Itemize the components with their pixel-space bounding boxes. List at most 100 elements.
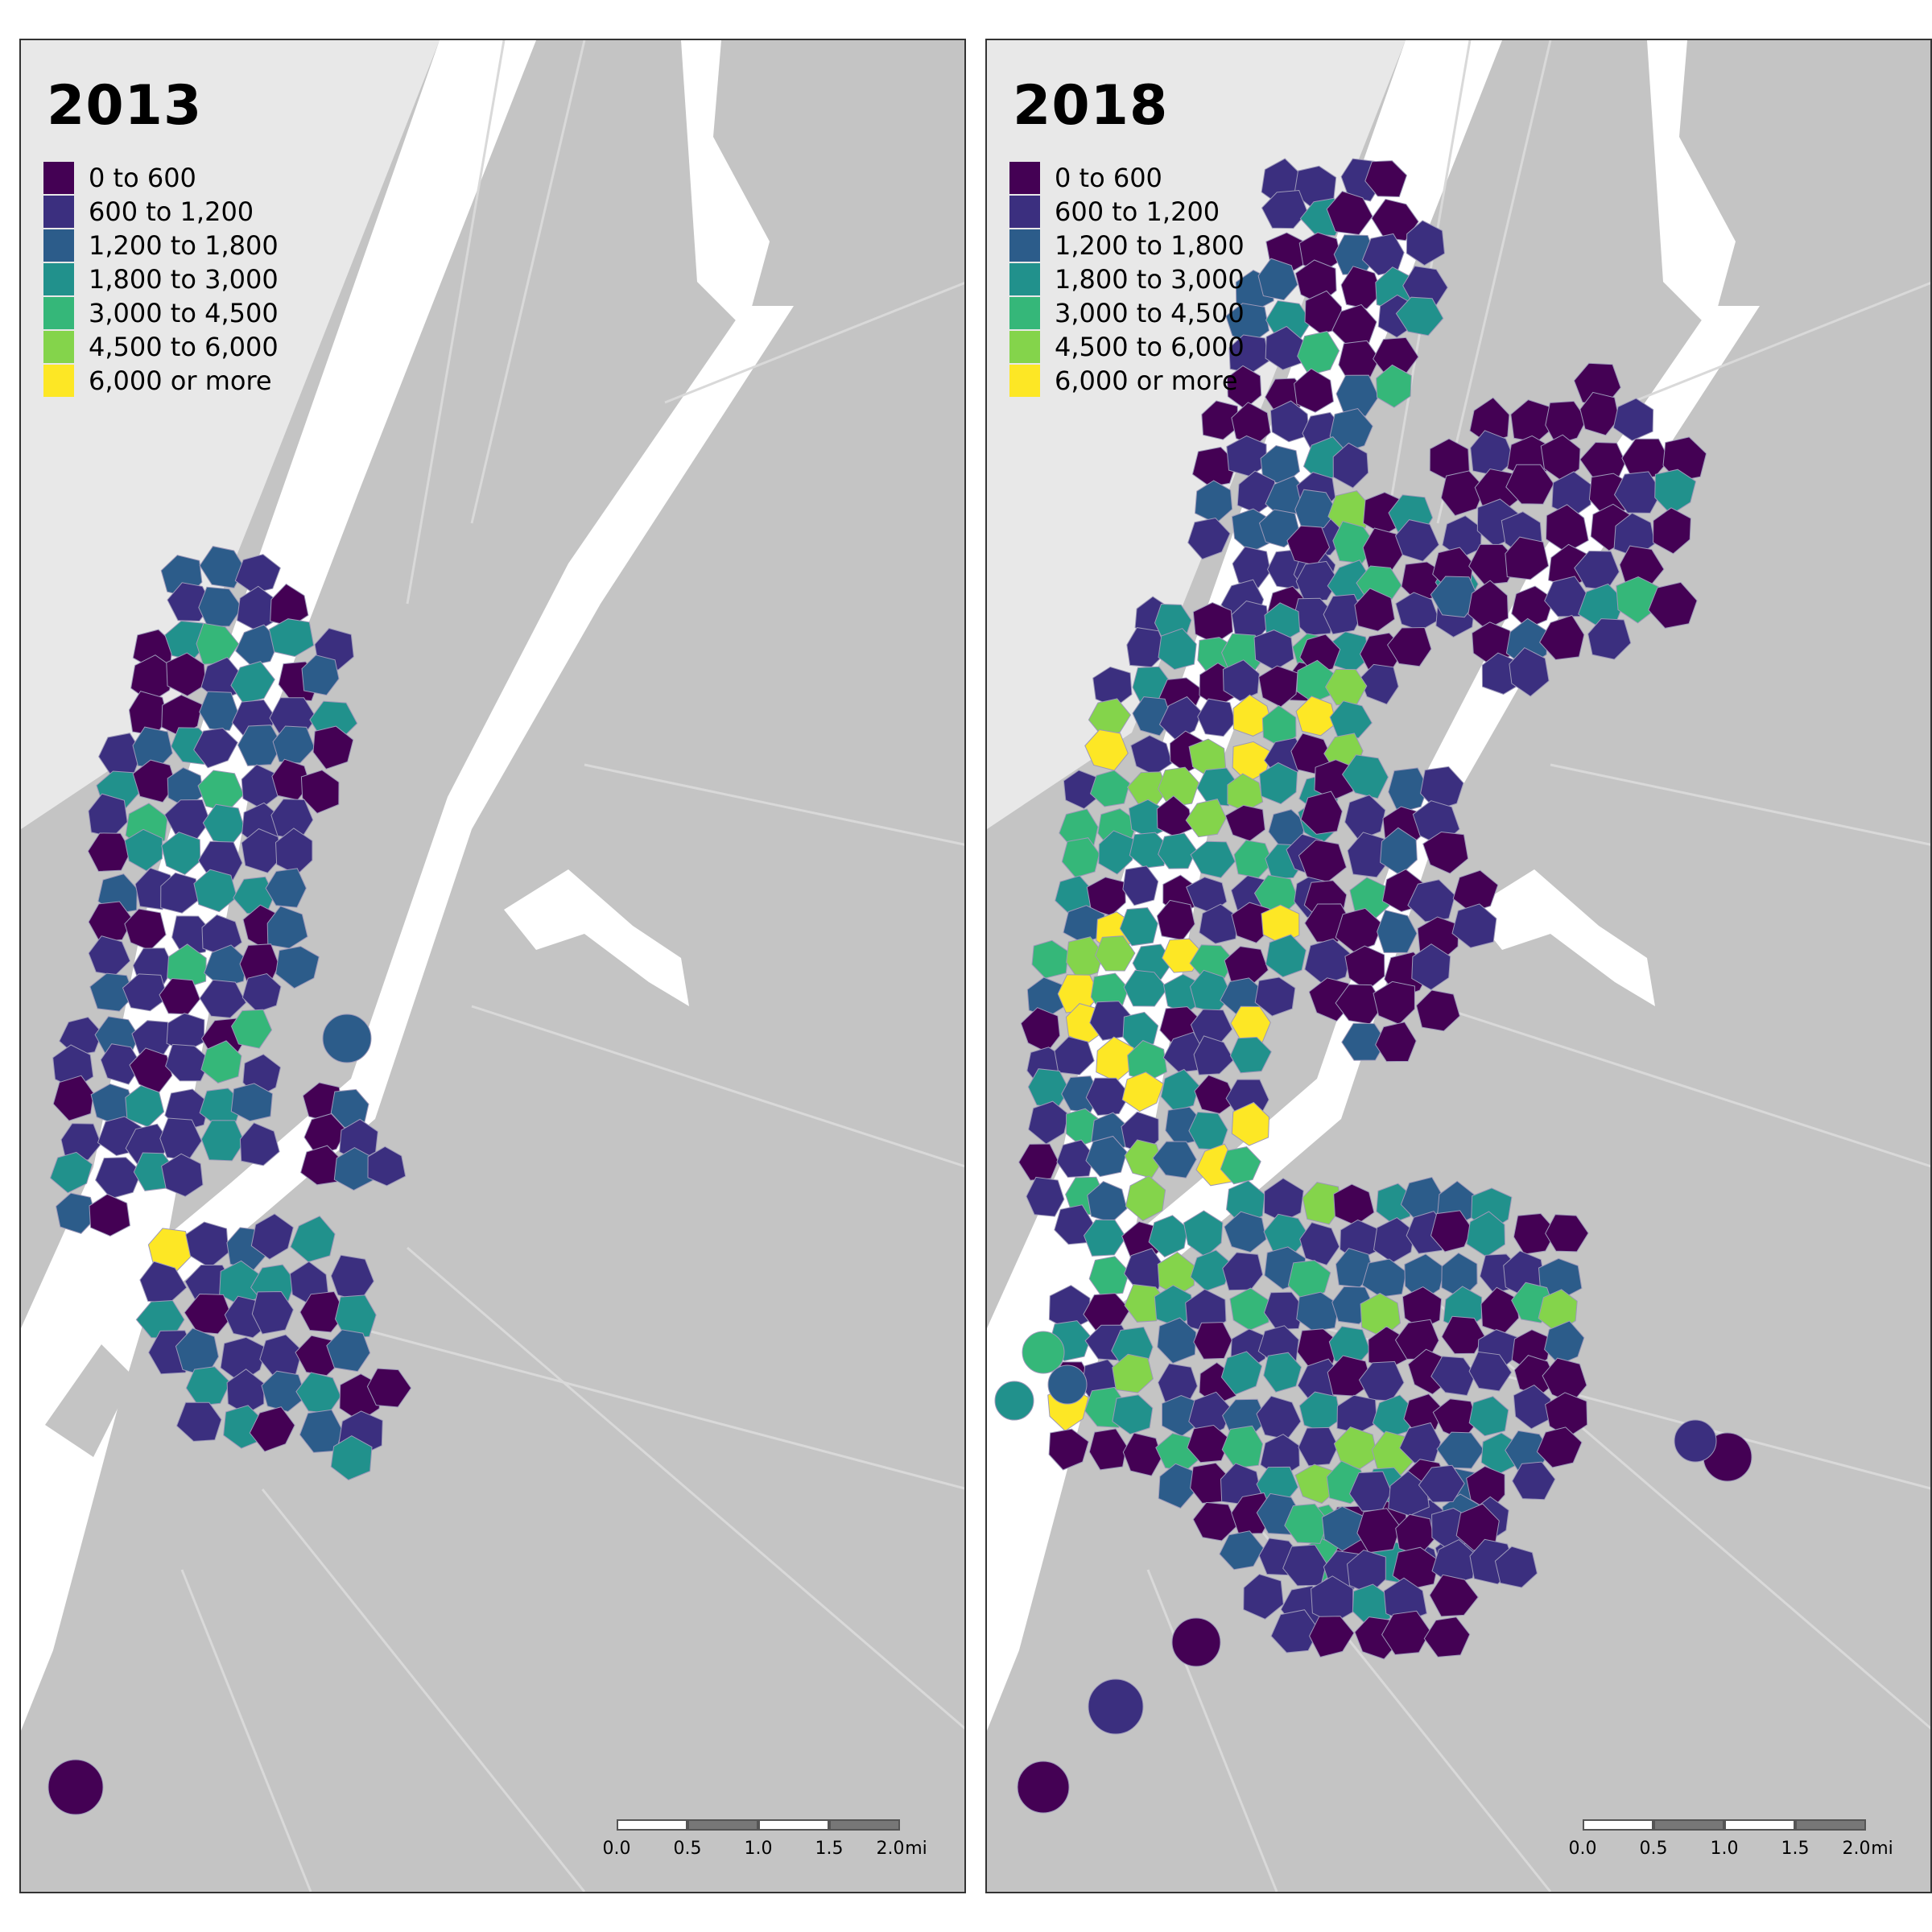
nj-land bbox=[987, 40, 1406, 829]
density-cells bbox=[47, 546, 412, 1815]
density-cell bbox=[159, 1117, 203, 1161]
density-cell bbox=[135, 1299, 185, 1340]
density-cell bbox=[1407, 879, 1456, 923]
density-cell bbox=[1026, 1176, 1065, 1217]
legend-item: 600 to 1,200 bbox=[1009, 195, 1245, 229]
legend-swatch bbox=[43, 263, 74, 295]
density-cell bbox=[100, 1043, 142, 1085]
density-cell bbox=[1364, 160, 1408, 198]
density-cell bbox=[1156, 899, 1195, 941]
density-cell bbox=[300, 770, 340, 814]
density-cell bbox=[265, 868, 307, 908]
density-cell bbox=[1225, 1180, 1265, 1226]
density-cell bbox=[1056, 1139, 1095, 1179]
density-cell bbox=[1158, 628, 1197, 671]
density-cell bbox=[95, 1157, 142, 1199]
legend-item: 6,000 or more bbox=[43, 364, 279, 398]
density-cell bbox=[1028, 1100, 1069, 1145]
legend-swatch bbox=[1009, 263, 1040, 295]
density-cell bbox=[1031, 939, 1069, 979]
density-cell bbox=[1188, 1111, 1228, 1150]
density-cell bbox=[1373, 1217, 1415, 1264]
legend: 0 to 600 600 to 1,200 1,200 to 1,800 1,8… bbox=[43, 161, 279, 398]
density-cell bbox=[161, 832, 201, 875]
density-cell bbox=[1125, 1175, 1166, 1222]
density-cell bbox=[1222, 1252, 1264, 1291]
density-cell bbox=[1295, 696, 1337, 737]
density-cell bbox=[1386, 626, 1432, 667]
legend-swatch bbox=[1009, 162, 1040, 194]
density-cell bbox=[1451, 903, 1497, 948]
density-cell bbox=[1441, 1252, 1478, 1299]
density-cell bbox=[1197, 698, 1236, 737]
scale-segment bbox=[829, 1819, 900, 1831]
density-cell bbox=[1399, 1422, 1442, 1463]
density-cell bbox=[184, 1293, 233, 1335]
density-cell bbox=[1256, 1395, 1302, 1440]
density-cell bbox=[1468, 580, 1509, 630]
legend-item: 4,500 to 6,000 bbox=[43, 330, 279, 364]
density-cell bbox=[1233, 840, 1274, 878]
scale-tick: 1.0 bbox=[1710, 1839, 1739, 1859]
density-cell bbox=[89, 1193, 131, 1237]
density-cell bbox=[1346, 1549, 1386, 1595]
density-cell bbox=[272, 725, 316, 764]
density-cell bbox=[139, 1261, 188, 1304]
legend-item: 1,200 to 1,800 bbox=[1009, 229, 1245, 262]
newtown-creek bbox=[1470, 869, 1655, 1006]
legend-label: 4,500 to 6,000 bbox=[89, 332, 279, 362]
density-cell bbox=[1648, 581, 1698, 629]
east-river bbox=[118, 306, 794, 1328]
density-cell bbox=[1193, 1035, 1235, 1075]
legend-label: 3,000 to 4,500 bbox=[89, 298, 279, 328]
density-cell bbox=[1261, 704, 1297, 747]
density-cell bbox=[1192, 602, 1233, 645]
density-cell bbox=[204, 944, 247, 989]
density-cell bbox=[159, 977, 200, 1015]
scale-tick: 0.0 bbox=[1568, 1839, 1597, 1859]
density-cell bbox=[1323, 593, 1364, 635]
year-title: 2018 bbox=[1013, 74, 1169, 138]
density-cell bbox=[1329, 700, 1373, 739]
map-panel-2018: 2018 0 to 600 600 to 1,200 1,200 to 1,80… bbox=[985, 39, 1932, 1893]
density-cell bbox=[1538, 614, 1585, 661]
density-cell bbox=[1018, 1143, 1059, 1181]
density-cell bbox=[1048, 1428, 1089, 1471]
scale-tick: 0.5 bbox=[673, 1839, 702, 1859]
density-cell bbox=[1047, 1364, 1088, 1405]
year-title: 2013 bbox=[47, 74, 203, 138]
density-cell bbox=[1157, 1317, 1197, 1364]
density-cell bbox=[1415, 989, 1460, 1032]
density-cell bbox=[301, 654, 340, 696]
density-cell bbox=[193, 727, 238, 769]
legend-item: 600 to 1,200 bbox=[43, 195, 279, 229]
density-cell bbox=[1066, 936, 1104, 980]
density-cell bbox=[1511, 585, 1554, 630]
density-cell bbox=[230, 661, 275, 704]
legend-swatch bbox=[1009, 196, 1040, 228]
density-cell bbox=[1376, 364, 1412, 408]
density-cell bbox=[330, 1435, 373, 1481]
density-cell bbox=[52, 1044, 94, 1089]
legend-item: 1,800 to 3,000 bbox=[43, 262, 279, 296]
legend-swatch bbox=[43, 365, 74, 397]
density-cell bbox=[1612, 398, 1654, 441]
density-cell bbox=[1222, 659, 1260, 702]
density-cell bbox=[366, 1368, 412, 1408]
density-cell bbox=[60, 1123, 102, 1162]
density-cell bbox=[1455, 1503, 1500, 1551]
density-cell bbox=[1654, 469, 1697, 515]
density-cell bbox=[1119, 906, 1158, 947]
legend-item: 0 to 600 bbox=[43, 161, 279, 195]
density-cell bbox=[1309, 1616, 1355, 1658]
density-cells bbox=[994, 158, 1752, 1814]
scale-bar: 0.0 0.5 1.0 1.5 2.0 mi bbox=[603, 1819, 927, 1876]
legend: 0 to 600 600 to 1,200 1,200 to 1,800 1,8… bbox=[1009, 161, 1245, 398]
density-cell bbox=[1674, 1419, 1717, 1463]
density-cell bbox=[1254, 976, 1296, 1017]
density-cell bbox=[1505, 464, 1554, 505]
density-cell bbox=[163, 799, 211, 840]
density-cell bbox=[1325, 668, 1368, 706]
scale-tick: 2.0 bbox=[1842, 1839, 1871, 1859]
density-cell bbox=[1551, 471, 1592, 518]
